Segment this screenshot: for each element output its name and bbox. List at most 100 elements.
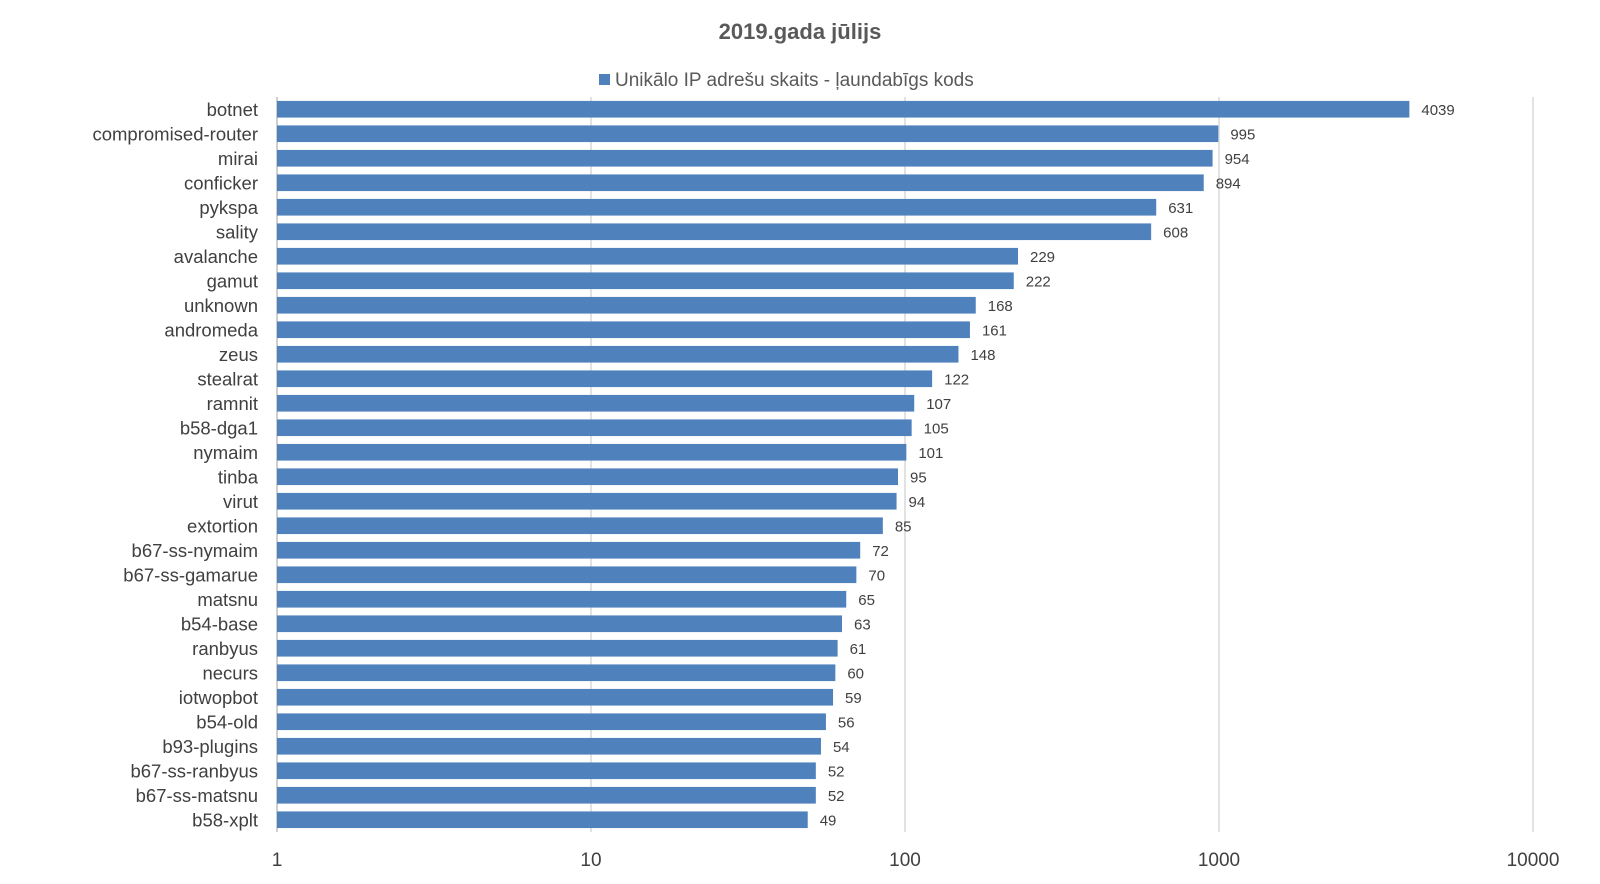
category-label: matsnu <box>197 589 258 610</box>
category-label: unknown <box>184 295 258 316</box>
category-labels: botnet compromised-router mirai conficker py… <box>92 99 258 831</box>
bar-zeus <box>277 345 959 363</box>
data-label: 60 <box>847 665 864 682</box>
category-label: nymaim <box>193 442 258 463</box>
category-label: b93-plugins <box>162 736 258 757</box>
data-label: 85 <box>895 518 912 535</box>
legend: Unikālo IP adrešu skaits - ļaundabīgs ko… <box>599 70 974 91</box>
data-label: 995 <box>1230 126 1255 143</box>
bar-ramnit <box>277 394 915 412</box>
bar-gamut <box>277 272 1014 290</box>
category-label: extortion <box>187 515 258 536</box>
data-label: 65 <box>858 592 875 609</box>
legend-label: Unikālo IP adrešu skaits - ļaundabīgs ko… <box>615 70 974 91</box>
category-label: mirai <box>218 148 258 169</box>
data-label: 94 <box>909 494 926 511</box>
category-label: zeus <box>219 344 258 365</box>
data-label: 70 <box>868 567 885 584</box>
category-label: iotwopbot <box>179 687 258 708</box>
bar-andromeda <box>277 321 970 339</box>
category-label: b67-ss-ranbyus <box>130 760 258 781</box>
data-label: 54 <box>833 739 850 756</box>
bar-extortion <box>277 517 883 535</box>
category-label: b67-ss-gamarue <box>123 564 258 585</box>
data-label: 222 <box>1026 273 1051 290</box>
category-label: botnet <box>207 99 258 120</box>
data-label: 49 <box>820 812 837 829</box>
bar-botnet <box>277 100 1410 118</box>
bar-conficker <box>277 174 1204 192</box>
category-label: b54-base <box>181 613 258 634</box>
x-axis-tick-labels: 1 10 100 1000 10000 <box>272 850 1560 871</box>
category-label: b58-xplt <box>192 809 258 830</box>
category-label: ranbyus <box>192 638 258 659</box>
data-label: 148 <box>970 347 995 364</box>
data-label: 631 <box>1168 200 1193 217</box>
category-label: necurs <box>202 662 258 683</box>
data-label: 954 <box>1225 151 1250 168</box>
x-tick-label: 1 <box>272 850 283 871</box>
data-label: 59 <box>845 690 862 707</box>
category-label: conficker <box>184 172 258 193</box>
bars <box>277 100 1410 829</box>
category-label: gamut <box>207 270 258 291</box>
bar-iotwopbot <box>277 688 834 706</box>
data-label: 4039 <box>1421 102 1454 119</box>
category-label: stealrat <box>197 368 258 389</box>
category-label: b54-old <box>196 711 258 732</box>
x-tick-label: 10000 <box>1507 850 1560 871</box>
data-label: 101 <box>918 445 943 462</box>
bar-nymaim <box>277 443 907 461</box>
bar-b67-ss-matsnu <box>277 786 816 804</box>
data-label: 161 <box>982 322 1007 339</box>
data-label: 72 <box>872 543 889 560</box>
x-tick-label: 100 <box>889 850 921 871</box>
bar-b54-old <box>277 713 826 731</box>
bar-unknown <box>277 296 976 314</box>
data-label: 105 <box>924 420 949 437</box>
data-label: 107 <box>926 396 951 413</box>
data-label: 894 <box>1216 175 1241 192</box>
bar-compromised-router <box>277 125 1219 143</box>
category-label: sality <box>216 221 259 242</box>
data-label: 95 <box>910 469 927 486</box>
bar-b58-dga1 <box>277 419 912 437</box>
bar-b67-ss-gamarue <box>277 566 857 584</box>
category-label: ramnit <box>207 393 258 414</box>
x-tick-label: 10 <box>580 850 601 871</box>
category-label: b67-ss-nymaim <box>132 540 258 561</box>
data-label: 229 <box>1030 249 1055 266</box>
bar-b58-xplt <box>277 811 808 829</box>
data-label: 52 <box>828 788 845 805</box>
data-label: 122 <box>944 371 969 388</box>
category-label: b58-dga1 <box>180 417 258 438</box>
bar-sality <box>277 223 1152 241</box>
gridlines <box>276 97 1534 832</box>
data-label: 168 <box>988 298 1013 315</box>
bar-mirai <box>277 149 1213 167</box>
bar-stealrat <box>277 370 933 388</box>
data-label: 63 <box>854 616 871 633</box>
legend-swatch <box>599 74 610 85</box>
bar-b54-base <box>277 615 842 633</box>
bar-pykspa <box>277 198 1157 216</box>
bar-avalanche <box>277 247 1018 265</box>
category-label: andromeda <box>164 319 258 340</box>
data-label: 608 <box>1163 224 1188 241</box>
category-label: compromised-router <box>92 123 258 144</box>
bar-virut <box>277 492 897 510</box>
bar-matsnu <box>277 590 847 608</box>
category-label: tinba <box>218 466 259 487</box>
x-tick-label: 1000 <box>1198 850 1240 871</box>
category-label: virut <box>223 491 258 512</box>
category-label: b67-ss-matsnu <box>136 785 258 806</box>
bar-necurs <box>277 664 836 682</box>
chart-title: 2019.gada jūlijs <box>719 19 882 44</box>
data-label: 61 <box>850 641 867 658</box>
category-label: pykspa <box>199 197 258 218</box>
bar-tinba <box>277 468 899 486</box>
bar-b67-ss-ranbyus <box>277 762 816 780</box>
